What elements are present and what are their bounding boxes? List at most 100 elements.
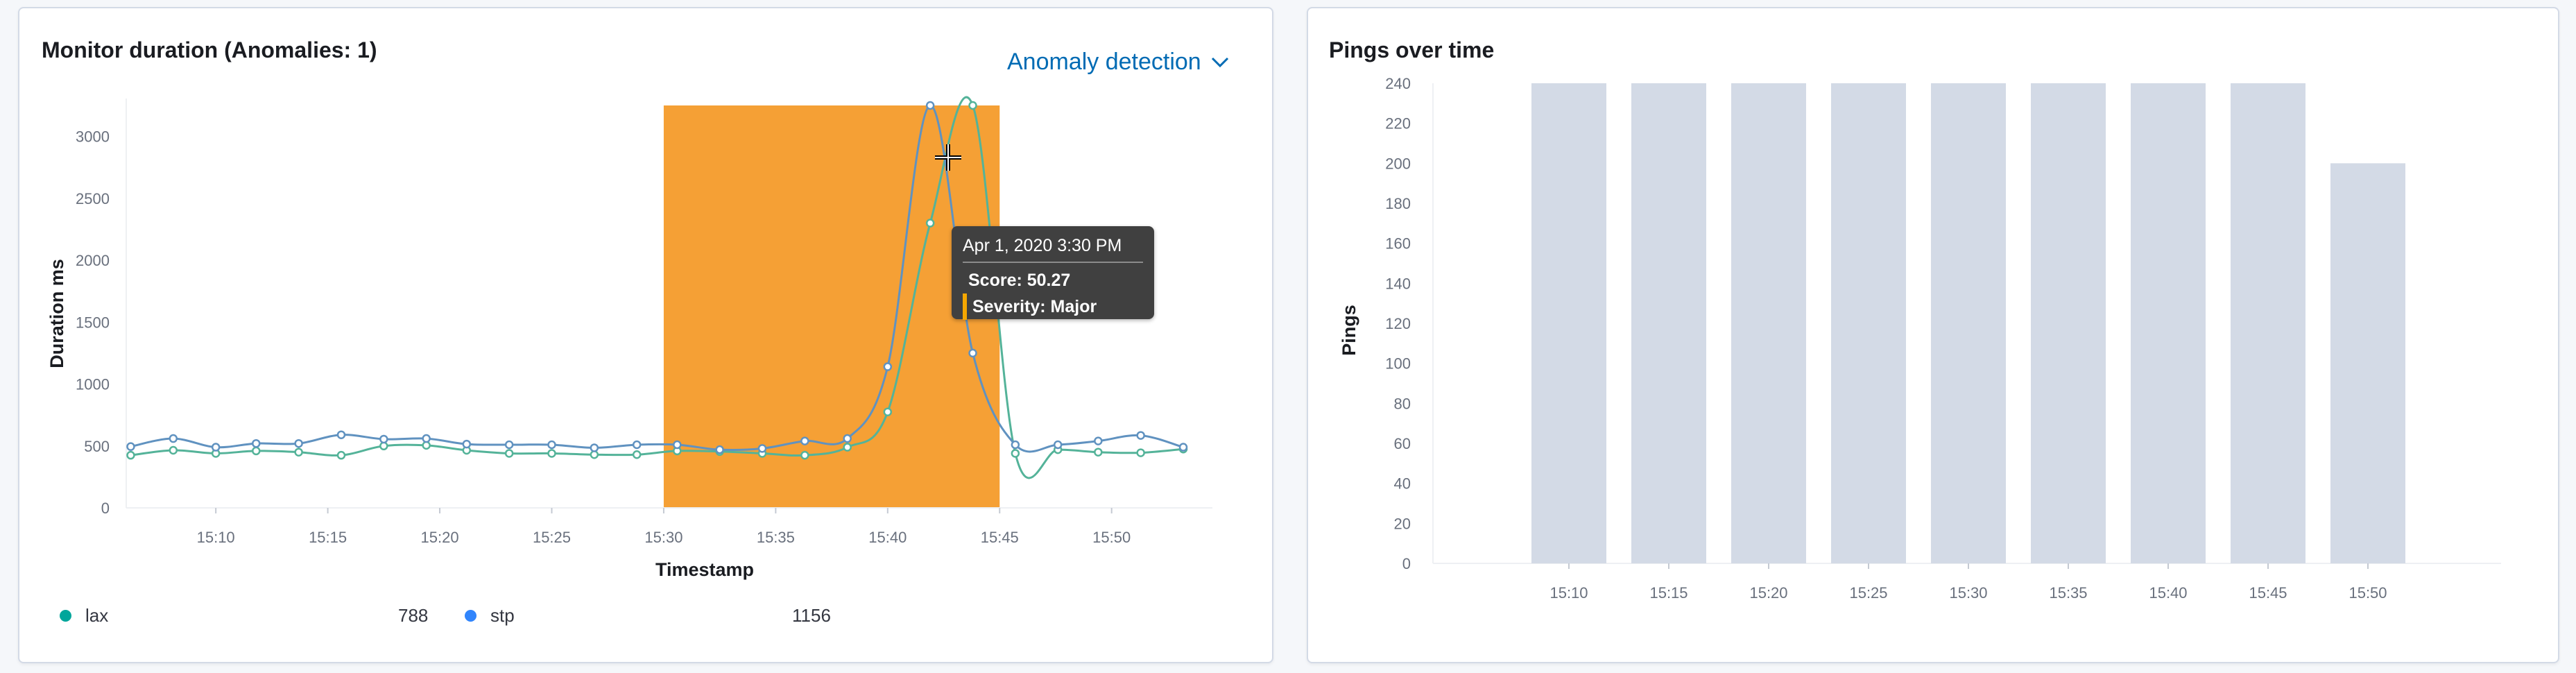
- data-point-lax[interactable]: [422, 441, 431, 450]
- data-point-stp[interactable]: [632, 440, 642, 450]
- data-point-stp[interactable]: [715, 445, 724, 454]
- ping-bar[interactable]: [1931, 83, 2006, 563]
- data-point-lax[interactable]: [169, 445, 178, 455]
- pings-y-tick-label: 20: [1394, 515, 1411, 532]
- duration-chart[interactable]: 0 500 1000 1500 2000 2500 3000 15:10 15:15 15:20…: [19, 8, 1275, 665]
- ping-bar[interactable]: [2330, 163, 2405, 564]
- pings-y-tick-label: 140: [1385, 275, 1411, 292]
- pings-y-tick-label: 60: [1394, 435, 1411, 452]
- monitor-duration-title: Monitor duration (Anomalies: 1): [42, 37, 377, 62]
- y-tick-label: 2000: [76, 252, 110, 269]
- data-point-stp[interactable]: [462, 439, 472, 449]
- data-point-stp[interactable]: [925, 101, 935, 110]
- data-point-stp[interactable]: [673, 440, 682, 450]
- data-point-stp[interactable]: [1178, 443, 1188, 452]
- pings-y-tick-label: 240: [1385, 75, 1411, 92]
- anomaly-tooltip: Apr 1, 2020 3:30 PM Score: 50.27 Severit…: [952, 226, 1154, 320]
- ping-bar[interactable]: [1731, 83, 1806, 563]
- pings-chart[interactable]: 0 20 40 60 80 100 120 140 160 180 200 220 240 15:10 1…: [1308, 8, 2561, 665]
- data-point-lax[interactable]: [843, 443, 852, 452]
- pings-x-tick-label: 15:40: [2149, 584, 2187, 602]
- anomaly-detection-dropdown[interactable]: Anomaly detection: [1007, 49, 1229, 76]
- pings-x-tick-label: 15:45: [2249, 584, 2287, 602]
- pings-y-tick-label: 100: [1385, 355, 1411, 373]
- pings-x-tick-label: 15:10: [1549, 584, 1588, 602]
- pings-x-tick-label: 15:20: [1749, 584, 1787, 602]
- x-tick-label: 15:20: [421, 529, 459, 546]
- pings-y-axis-title: Pings: [1339, 305, 1359, 356]
- data-point-stp[interactable]: [1011, 440, 1020, 450]
- data-point-lax[interactable]: [379, 441, 388, 451]
- crosshair-cursor-icon: [935, 144, 961, 171]
- pings-y-tick-label: 200: [1385, 155, 1411, 172]
- data-point-lax[interactable]: [968, 101, 977, 110]
- legend-dot-lax: [60, 610, 71, 622]
- ping-bar[interactable]: [1631, 83, 1706, 563]
- data-point-lax[interactable]: [883, 407, 893, 416]
- y-tick-label: 500: [84, 438, 110, 455]
- data-point-stp[interactable]: [504, 440, 514, 450]
- data-point-stp[interactable]: [169, 434, 178, 443]
- pings-y-tick-label: 160: [1385, 235, 1411, 253]
- chevron-down-icon: [1211, 57, 1228, 67]
- data-point-lax[interactable]: [925, 219, 935, 228]
- data-point-lax[interactable]: [1136, 448, 1145, 457]
- data-point-lax[interactable]: [1094, 448, 1103, 457]
- data-point-lax[interactable]: [1011, 449, 1020, 458]
- legend-value-lax: 788: [398, 605, 429, 626]
- ping-bar[interactable]: [1831, 83, 1906, 563]
- pings-y-tick-label: 40: [1394, 475, 1411, 493]
- data-point-stp[interactable]: [883, 362, 893, 371]
- legend-item-lax[interactable]: lax: [60, 605, 108, 627]
- y-tick-label: 2500: [76, 190, 110, 207]
- ping-bar[interactable]: [2231, 83, 2305, 563]
- data-point-lax[interactable]: [547, 449, 556, 458]
- ping-bar[interactable]: [2031, 83, 2106, 563]
- data-point-stp[interactable]: [422, 434, 431, 443]
- x-tick-label: 15:30: [644, 529, 682, 546]
- ping-bar[interactable]: [1531, 83, 1606, 563]
- pings-x-tick-label: 15:30: [1949, 584, 1987, 602]
- data-point-stp[interactable]: [1136, 431, 1145, 440]
- pings-y-tick-label: 180: [1385, 195, 1411, 212]
- data-point-lax[interactable]: [800, 450, 809, 460]
- tooltip-time: Apr 1, 2020 3:30 PM: [963, 236, 1143, 263]
- data-point-lax[interactable]: [590, 450, 599, 459]
- data-point-stp[interactable]: [590, 443, 599, 452]
- pings-y-tick-label: 80: [1394, 395, 1411, 412]
- data-point-stp[interactable]: [336, 430, 346, 439]
- data-point-stp[interactable]: [547, 440, 556, 450]
- legend-item-stp[interactable]: stp: [465, 605, 515, 627]
- anomaly-band[interactable]: [663, 105, 1000, 508]
- data-point-lax[interactable]: [336, 450, 346, 460]
- data-point-stp[interactable]: [379, 434, 388, 444]
- data-point-stp[interactable]: [1094, 436, 1103, 445]
- data-point-stp[interactable]: [968, 348, 977, 358]
- data-point-stp[interactable]: [211, 443, 221, 452]
- tooltip-score: Score: 50.27: [968, 271, 1071, 290]
- x-tick-label: 15:15: [309, 529, 347, 546]
- data-point-lax[interactable]: [294, 448, 303, 457]
- ping-bar[interactable]: [2131, 83, 2206, 563]
- data-point-stp[interactable]: [1053, 440, 1063, 450]
- data-point-lax[interactable]: [252, 446, 261, 456]
- data-point-lax[interactable]: [126, 450, 135, 460]
- data-point-lax[interactable]: [504, 449, 514, 458]
- data-point-stp[interactable]: [800, 436, 809, 445]
- data-point-stp[interactable]: [757, 444, 767, 453]
- x-tick-label: 15:35: [757, 529, 795, 546]
- data-point-stp[interactable]: [126, 442, 135, 451]
- series-line-stp[interactable]: [130, 104, 1184, 453]
- pings-over-time-title: Pings over time: [1329, 37, 1495, 62]
- pings-x-tick-label: 15:15: [1649, 584, 1688, 602]
- x-tick-label: 15:40: [868, 529, 907, 546]
- x-tick-label: 15:25: [533, 529, 571, 546]
- legend-label-lax: lax: [85, 605, 109, 626]
- x-tick-label: 15:50: [1092, 529, 1131, 546]
- data-point-stp[interactable]: [294, 438, 303, 448]
- data-point-lax[interactable]: [632, 450, 642, 459]
- data-point-stp[interactable]: [252, 438, 261, 448]
- y-tick-label: 0: [101, 500, 110, 517]
- data-point-stp[interactable]: [843, 434, 852, 443]
- pings-x-tick-label: 15:50: [2349, 584, 2387, 602]
